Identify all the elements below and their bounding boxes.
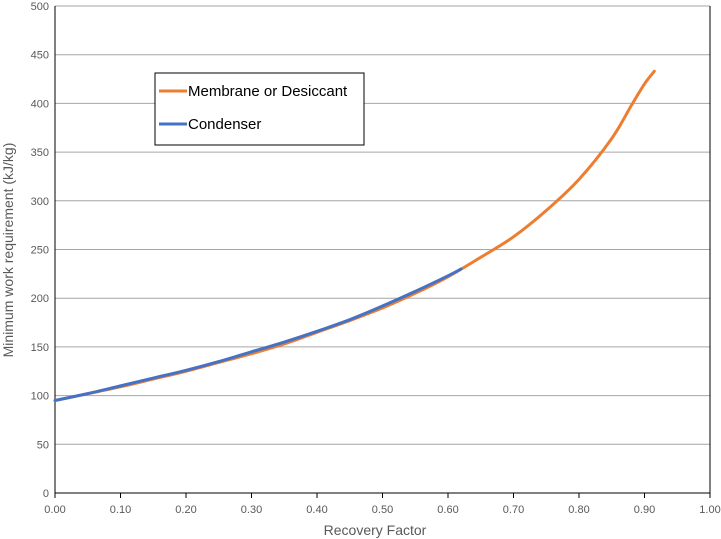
y-tick-label: 400 [31, 98, 49, 110]
legend-box [154, 72, 365, 146]
y-tick-label: 150 [31, 342, 49, 354]
y-tick-label: 300 [31, 196, 49, 208]
legend-label-membrane: Membrane or Desiccant [188, 83, 348, 100]
x-tick-label: 0.90 [634, 504, 655, 516]
x-tick-label: 0.10 [110, 504, 131, 516]
x-tick-label: 0.40 [306, 504, 327, 516]
y-tick-label: 500 [31, 1, 49, 13]
y-tick-label: 450 [31, 50, 49, 62]
gridlines [55, 5, 710, 445]
x-tick-labels: 0.00 0.10 0.20 0.30 0.40 0.50 0.60 0.70 0.80 0.90… [44, 504, 720, 516]
x-tick-label: 0.50 [372, 504, 393, 516]
legend-label-condenser: Condenser [188, 116, 261, 133]
legend: Membrane or Desiccant Condenser [154, 72, 365, 146]
x-tick-label: 1.00 [699, 504, 720, 516]
y-tick-label: 350 [31, 147, 49, 159]
y-tick-label: 50 [37, 439, 49, 451]
x-tick-label: 0.80 [568, 504, 589, 516]
y-tick-label: 100 [31, 391, 49, 403]
series-line-condenser [53, 267, 463, 402]
x-tick-label: 0.30 [241, 504, 262, 516]
y-tick-labels: 0 50 100 150 200 250 300 350 400 450 500 [31, 1, 49, 500]
x-tick-label: 0.60 [437, 504, 458, 516]
y-tick-label: 200 [31, 293, 49, 305]
axes [54, 6, 711, 498]
y-tick-label: 250 [31, 245, 49, 257]
y-tick-label: 0 [43, 488, 49, 500]
series-lines [53, 69, 656, 402]
x-axis-title: Recovery Factor [324, 522, 427, 538]
x-tick-label: 0.20 [175, 504, 196, 516]
x-tick-label: 0.00 [44, 504, 65, 516]
y-axis-title: Minimum work requirement (kJ/kg) [0, 143, 16, 358]
x-tick-label: 0.70 [503, 504, 524, 516]
